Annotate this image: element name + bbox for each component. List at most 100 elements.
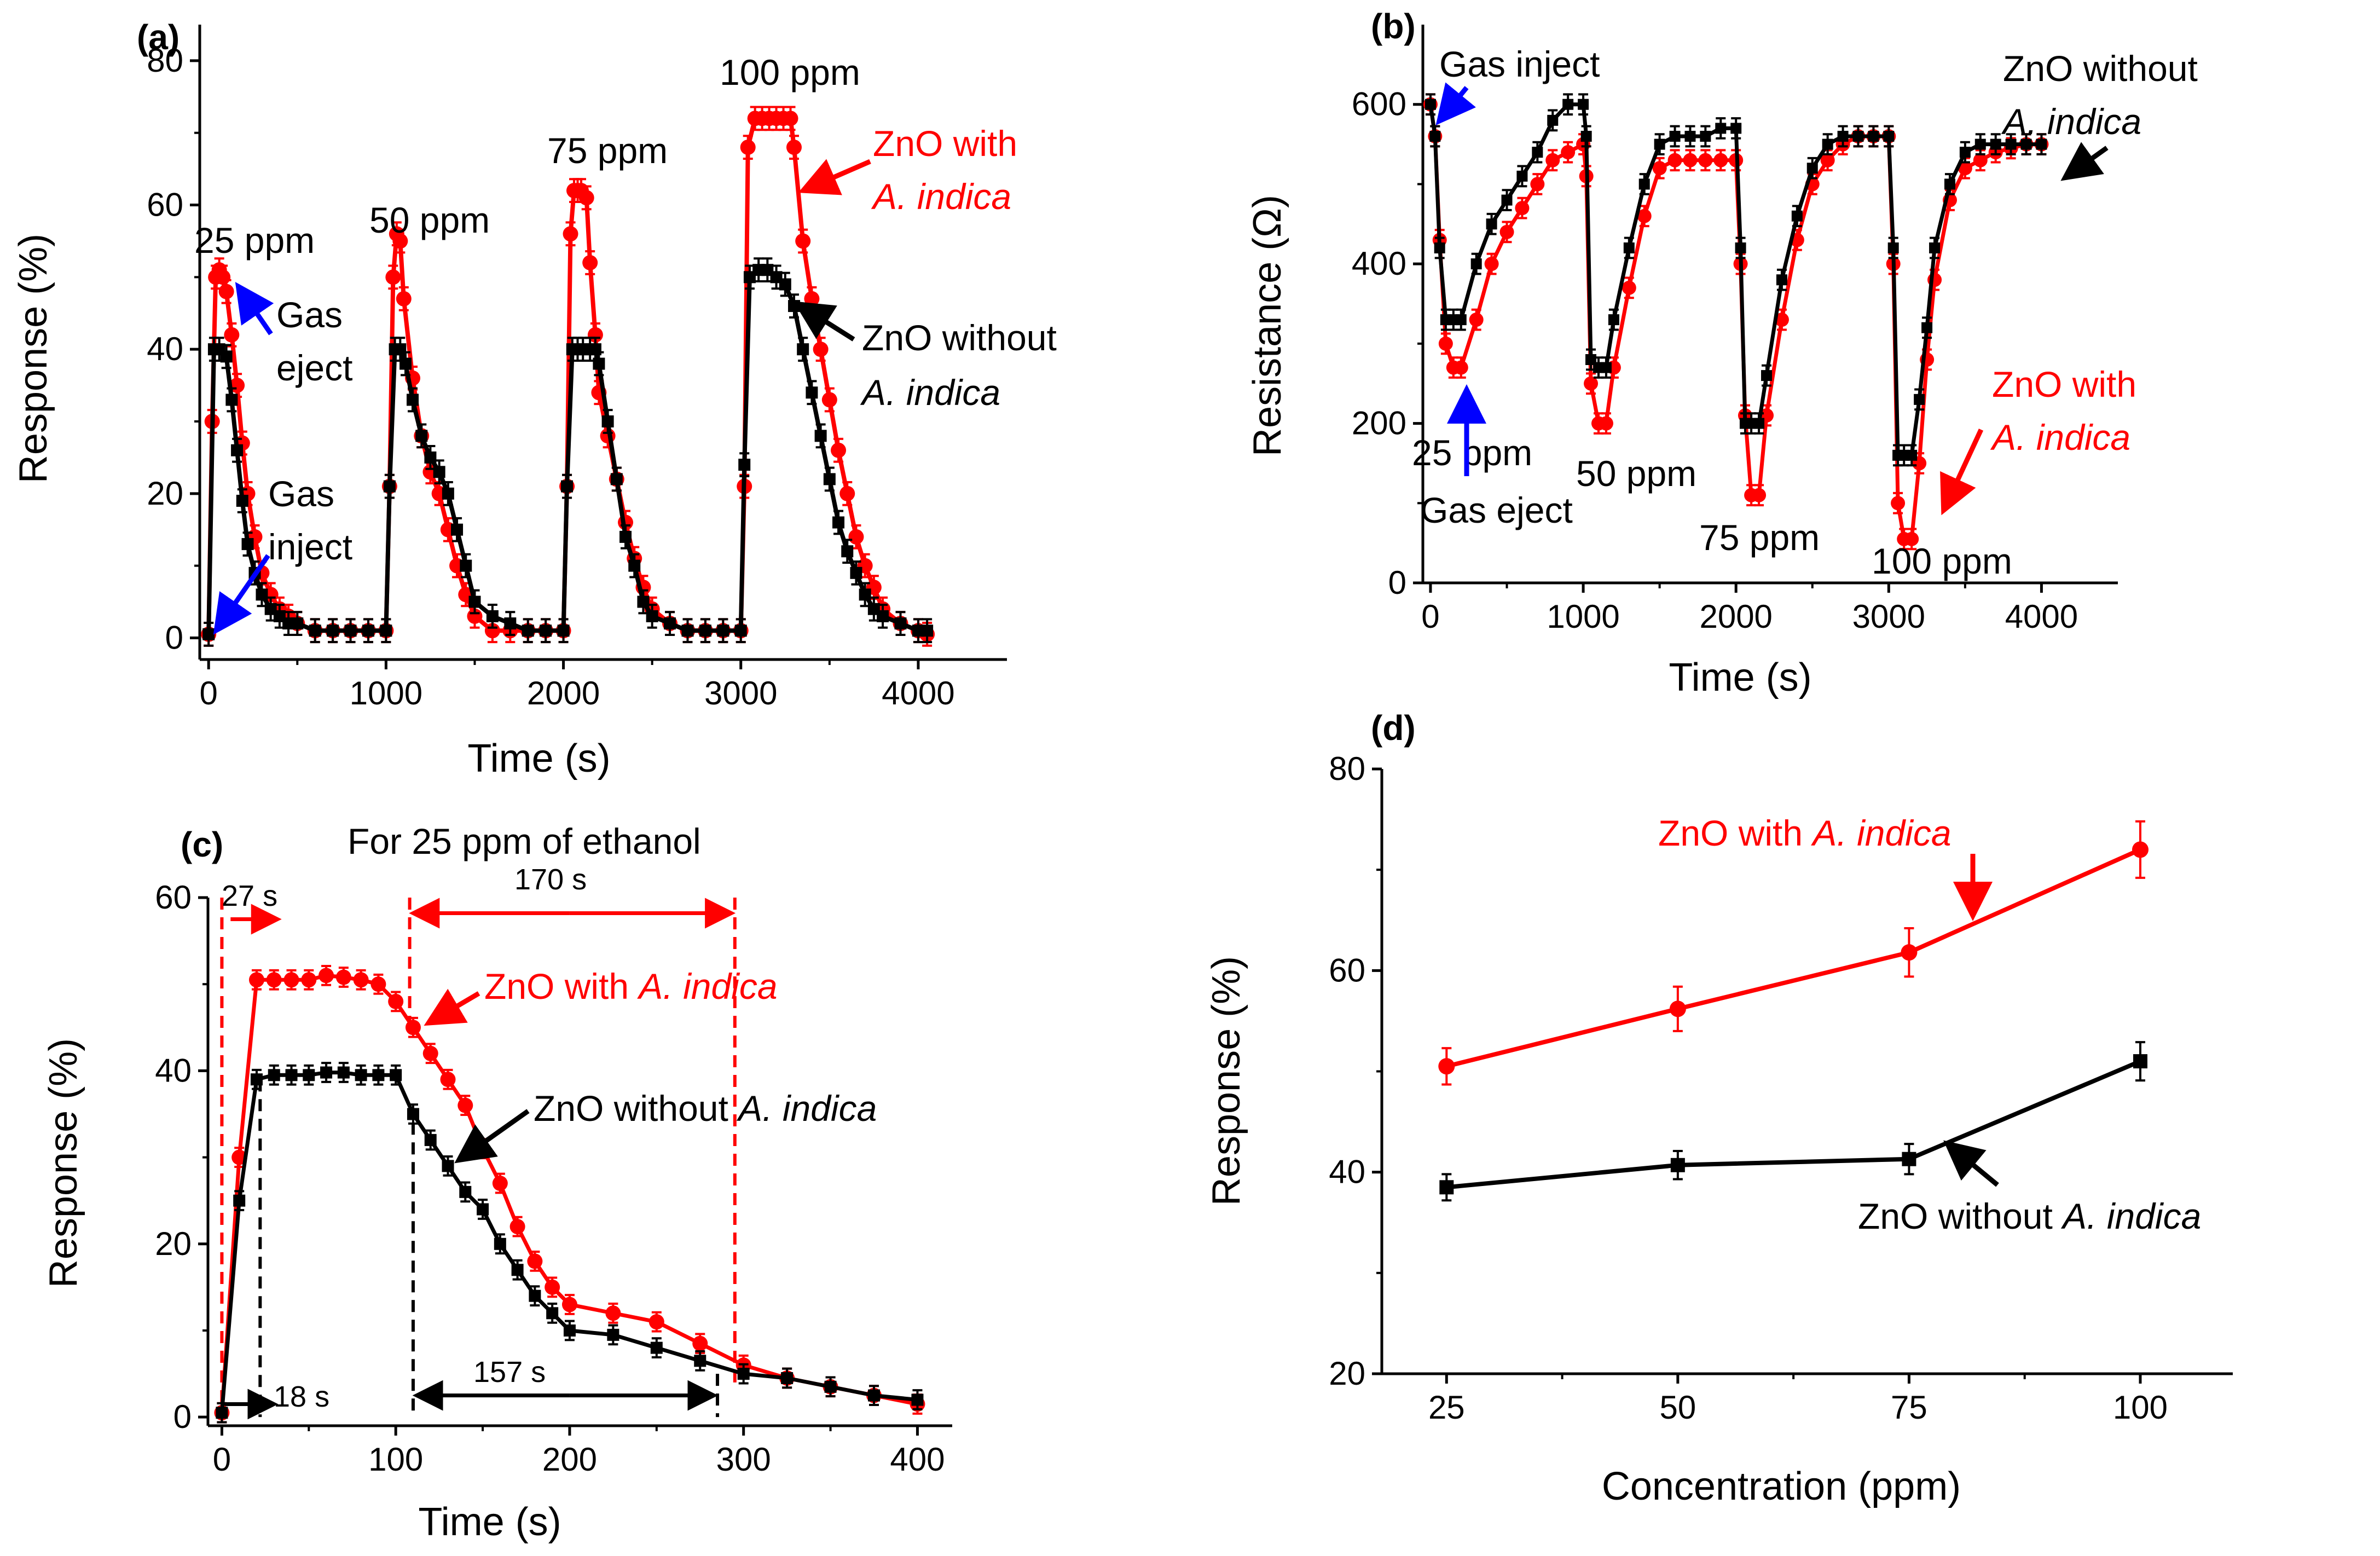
panel-a-series-without-point [256,588,268,601]
panel-a-series-without-point [433,466,445,478]
panel-c-plot: 0 100 200 300 400 0 20 40 60 [155,879,952,1478]
panel-b-50ppm: 50 ppm [1576,453,1696,494]
panel-c-series-without-point [390,1069,402,1081]
panel-b-series-with-point [1599,416,1613,431]
panel-b-series-without-point [1580,131,1592,142]
panel-c-series-with-point [492,1176,508,1191]
panel-a-arrow-gas-eject [235,282,274,336]
panel-c-without-a: ZnO without [534,1088,738,1129]
panel-a-25ppm: 25 ppm [194,220,315,261]
panel-c-x-tick-label: 0 [213,1441,231,1478]
panel-c-series-without-point [216,1407,228,1419]
panel-a-series-without-point [557,624,570,637]
panel-c-x-tick-label: 400 [890,1441,945,1478]
panel-a-series-without-point [814,430,827,442]
panel-c-27s: 27 s [222,880,277,912]
panel-a-series-without-point [734,624,747,637]
panel-a-series-without-point [407,394,419,406]
panel-b-series-without-point [1608,314,1619,326]
panel-a-series-without-point [202,628,215,640]
panel-b-series-with-point [1622,280,1636,295]
panel-b-series-without-line [1428,102,2042,458]
panel-c-series-with-point [458,1097,473,1113]
panel-c-with: ZnO with A. indica [484,966,778,1007]
panel-a-series-with-point [215,269,231,285]
panel-d-series-with-point [1438,1058,1455,1075]
panel-c-series-with-point [648,1314,664,1330]
panel-a-y-tick-label: 20 [147,475,183,512]
panel-d: 25 50 75 100 20 40 60 80 (d) Concentration (ppm… [1205,708,2233,1508]
panel-b-series-without-point [1470,258,1482,270]
panel-b-x-tick-label: 2000 [1699,598,1772,635]
panel-a-series-without-point [681,624,694,637]
panel-b-series-with-point [1454,360,1468,375]
panel-d-with-b: A. indica [1810,813,1951,853]
panel-b-series-with-point [1683,153,1698,167]
panel-a-series-without-point [593,357,605,370]
panel-d-series-without-point [1902,1152,1916,1166]
panel-b-label: (b) [1371,7,1416,46]
panel-c-series-without-point [424,1133,437,1146]
panel-b-series-without-point [1929,242,1941,253]
panel-a-series-with-point [396,291,412,306]
panel-c: 0 100 200 300 400 0 20 40 60 (c) For 25 ppm of e… [42,821,952,1544]
panel-a-75ppm: 75 ppm [547,130,668,171]
panel-c-series-without-point [268,1069,280,1081]
panel-a-with-2: A. indica [871,176,1011,217]
panel-b-series-without-point [1990,138,2001,150]
panel-c-x-tick-label: 300 [716,1441,771,1478]
panel-d-series-with-point [1669,1000,1686,1017]
panel-b-series-with-point [1438,336,1453,351]
panel-c-series-with-point [388,993,404,1009]
panel-c-series-without-point [511,1264,524,1276]
panel-a-series-without-point [841,545,854,558]
panel-a-series-without-point [797,343,809,356]
panel-a-series-with-point [795,233,811,249]
panel-b-plot: 0 1000 2000 3000 4000 0 200 400 600 [1352,25,2118,635]
panel-c-series-without-point [250,1073,263,1086]
panel-a-series-without-point [823,473,836,485]
panel-c-series-without-point [320,1066,333,1079]
panel-a-series-without-point [877,610,889,622]
panel-b-series-with-point [1515,201,1530,216]
panel-b-series-with-point [1713,153,1728,167]
panel-b-series-without-point [1486,218,1497,230]
panel-c-series-without-point [781,1372,794,1384]
panel-b-y-tick-label: 200 [1352,405,1406,442]
panel-b-series-without-point [1669,131,1681,142]
panel-b-series-without-point [2005,138,2017,150]
panel-a-series-without-point [646,610,658,622]
panel-d-x-tick-label: 100 [2113,1389,2168,1426]
panel-b-series-with-point [1561,145,1576,160]
panel-b-series-without-point [1776,274,1787,286]
panel-a-series-without-point [921,624,934,637]
panel-c-series-without-point [824,1380,837,1393]
panel-a-series-with-point [839,485,855,501]
panel-b-series-with-point [1530,177,1545,192]
panel-b-series-without-point [1921,322,1933,333]
panel-c-series-without-point [494,1237,506,1250]
panel-a-series-without-point [628,559,641,572]
panel-a-series-without-point [309,624,321,637]
panel-a-series-without-point [399,357,412,370]
panel-a-arrow-gas-inject [213,554,270,635]
panel-b-series-with-point [1469,313,1484,327]
panel-c-series-with-point [605,1305,621,1321]
panel-a-series-without-point [451,523,464,536]
panel-b-series-without-point [1600,362,1612,373]
panel-c-series-without-point [303,1069,315,1081]
panel-b-series-without-point [1806,163,1818,174]
panel-b-series-without-point [1837,131,1849,142]
panel-a-series-without-point [383,480,396,493]
panel-a-series-without-point [220,350,233,363]
panel-d-without: ZnO without A. indica [1858,1196,2201,1236]
panel-c-series-without-point [372,1069,385,1081]
panel-c-series-without-point [233,1194,246,1207]
panel-a-series-without-point [415,430,428,442]
panel-d-arrow-without [1943,1140,1999,1187]
panel-d-series-with-point [1901,944,1918,961]
panel-d-series-with-point [2132,841,2149,858]
panel-a-series-with-point [385,269,401,285]
panel-a-series-with-point [578,190,594,206]
panel-b-series-without-point [1547,114,1559,126]
